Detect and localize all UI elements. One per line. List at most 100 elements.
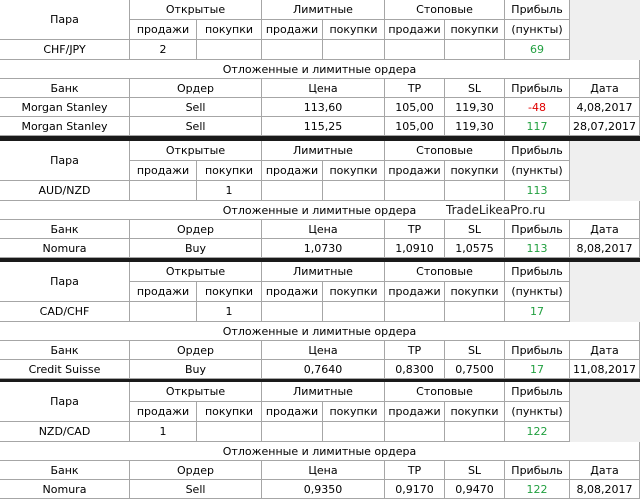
stop-header: Стоповые (385, 382, 505, 402)
orders-header-bank: Банк (0, 341, 130, 360)
blank-area (570, 141, 640, 201)
orders-header-date: Дата (570, 461, 640, 480)
stop-header: Стоповые (385, 141, 505, 161)
sub-header: покупки (323, 161, 385, 181)
orders-header-date: Дата (570, 341, 640, 360)
order-order: Sell (130, 98, 262, 117)
order-sl: 0,7500 (445, 360, 505, 379)
sub-header: продажи (385, 20, 445, 40)
pending-title: Отложенные и лимитные ордера (0, 60, 640, 79)
order-profit: 122 (505, 480, 570, 499)
order-profit: -48 (505, 98, 570, 117)
sub-header: покупки (197, 161, 262, 181)
order-order: Sell (130, 117, 262, 136)
profit-unit: (пункты) (505, 402, 570, 422)
pair-header: Пара (0, 0, 130, 40)
profit-unit: (пункты) (505, 161, 570, 181)
order-bank: Nomura (0, 239, 130, 258)
order-tp: 1,0910 (385, 239, 445, 258)
order-order: Buy (130, 239, 262, 258)
pair: CAD/CHF (0, 302, 130, 322)
pair-header: Пара (0, 382, 130, 422)
orders-header-sl: SL (445, 220, 505, 239)
sub-header: покупки (445, 282, 505, 302)
limit-header: Лимитные (262, 0, 385, 20)
blank-area (570, 0, 640, 60)
sub-header: продажи (130, 20, 197, 40)
position-cell (130, 181, 197, 201)
order-sl: 119,30 (445, 117, 505, 136)
sub-header: покупки (197, 20, 262, 40)
pending-title: Отложенные и лимитные ордера (0, 201, 640, 220)
orders-header-tp: TP (385, 79, 445, 98)
order-profit: 113 (505, 239, 570, 258)
orders-header-sl: SL (445, 461, 505, 480)
blank-area (570, 382, 640, 442)
profit-header: Прибыль (505, 0, 570, 20)
profit-header: Прибыль (505, 141, 570, 161)
order-bank: Nomura (0, 480, 130, 499)
profit-header: Прибыль (505, 262, 570, 282)
orders-header-order: Ордер (130, 341, 262, 360)
position-cell: 1 (130, 422, 197, 442)
sub-header: продажи (130, 402, 197, 422)
separator (0, 379, 640, 382)
order-price: 115,25 (262, 117, 385, 136)
orders-header-bank: Банк (0, 220, 130, 239)
pair: AUD/NZD (0, 181, 130, 201)
orders-header-bank: Банк (0, 461, 130, 480)
sub-header: покупки (323, 20, 385, 40)
pending-title: Отложенные и лимитные ордера (0, 442, 640, 461)
pair: NZD/CAD (0, 422, 130, 442)
order-profit: 117 (505, 117, 570, 136)
pair: CHF/JPY (0, 40, 130, 60)
order-order: Sell (130, 480, 262, 499)
position-cell (130, 302, 197, 322)
order-date: 8,08,2017 (570, 480, 640, 499)
sub-header: покупки (445, 161, 505, 181)
sub-header: продажи (130, 282, 197, 302)
order-bank: Credit Suisse (0, 360, 130, 379)
order-date: 4,08,2017 (570, 98, 640, 117)
order-tp: 0,8300 (385, 360, 445, 379)
orders-header-price: Цена (262, 341, 385, 360)
position-cell (445, 181, 505, 201)
position-profit: 113 (505, 181, 570, 201)
position-cell (323, 181, 385, 201)
limit-header: Лимитные (262, 262, 385, 282)
position-cell (385, 181, 445, 201)
sub-header: продажи (262, 402, 323, 422)
sub-header: покупки (323, 402, 385, 422)
sub-header: покупки (323, 282, 385, 302)
order-bank: Morgan Stanley (0, 117, 130, 136)
orders-header-sl: SL (445, 341, 505, 360)
position-cell (445, 40, 505, 60)
orders-header-tp: TP (385, 461, 445, 480)
orders-header-bank: Банк (0, 79, 130, 98)
profit-unit: (пункты) (505, 282, 570, 302)
orders-header-price: Цена (262, 220, 385, 239)
position-cell (323, 302, 385, 322)
pending-title: Отложенные и лимитные ордера (0, 322, 640, 341)
orders-header-tp: TP (385, 341, 445, 360)
order-tp: 105,00 (385, 117, 445, 136)
position-cell (197, 422, 262, 442)
sub-header: продажи (262, 161, 323, 181)
orders-header-order: Ордер (130, 79, 262, 98)
sub-header: покупки (197, 282, 262, 302)
position-cell: 1 (197, 302, 262, 322)
sub-header: покупки (197, 402, 262, 422)
order-price: 113,60 (262, 98, 385, 117)
orders-header-price: Цена (262, 461, 385, 480)
sub-header: продажи (130, 161, 197, 181)
position-cell (262, 422, 323, 442)
orders-header-profit: Прибыль (505, 79, 570, 98)
order-price: 1,0730 (262, 239, 385, 258)
position-cell (262, 181, 323, 201)
sub-header: продажи (262, 282, 323, 302)
pair-header: Пара (0, 141, 130, 181)
position-profit: 17 (505, 302, 570, 322)
stop-header: Стоповые (385, 0, 505, 20)
limit-header: Лимитные (262, 141, 385, 161)
